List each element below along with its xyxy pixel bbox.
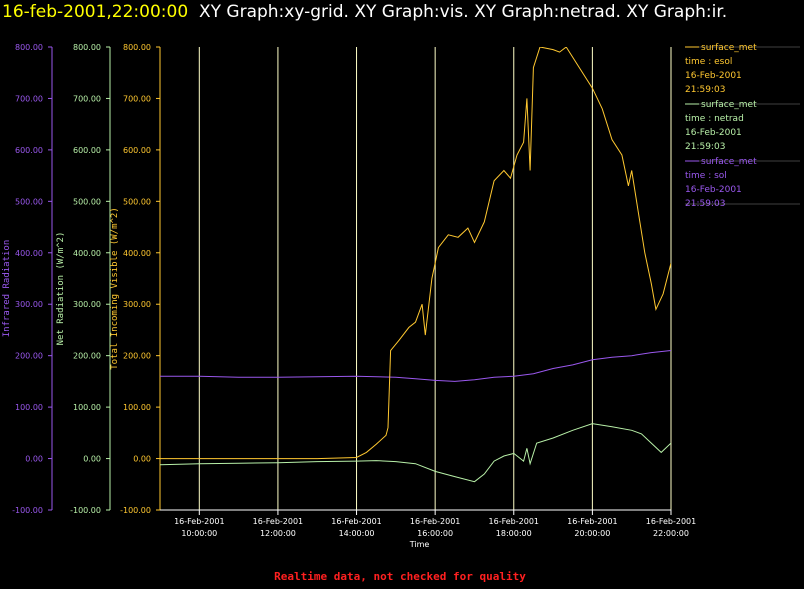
y-tick-label-ir: 500.00: [15, 197, 43, 206]
y-tick-label-vis: 800.00: [123, 43, 151, 52]
chart-title: 16-feb-2001,22:00:00 XY Graph:xy-grid. X…: [2, 2, 727, 22]
x-tick-date-label: 16-Feb-2001: [489, 517, 539, 526]
x-tick-date-label: 16-Feb-2001: [331, 517, 381, 526]
series-line-vis: [160, 47, 671, 460]
y-axis-title-netrad: Net Radiation (W/m^2): [56, 232, 66, 346]
legend-text-vis: time : esol: [685, 57, 732, 67]
legend-text-netrad: 16-Feb-2001: [685, 128, 742, 138]
y-tick-label-vis: 500.00: [123, 197, 151, 206]
quality-note: Realtime data, not checked for quality: [274, 570, 526, 583]
legend-text-netrad: surface_met: [701, 100, 757, 110]
x-axis: 16-Feb-2001 10:00:00 16-Feb-2001 12:00:00 16…: [160, 509, 696, 549]
title-graph-list: XY Graph:xy-grid. XY Graph:vis. XY Graph…: [198, 2, 728, 22]
legend-text-netrad: 21:59:03: [685, 142, 725, 152]
y-tick-label-netrad: 600.00: [73, 146, 101, 155]
y-tick-label-vis: 100.00: [123, 403, 151, 412]
y-tick-label-netrad: 700.00: [73, 94, 101, 103]
x-tick-time-label: 12:00:00: [260, 529, 296, 538]
legend-text-vis: 16-Feb-2001: [685, 71, 742, 81]
y-axis-title-ir: Infrared Radiation: [2, 240, 12, 338]
y-tick-label-vis: 600.00: [123, 146, 151, 155]
x-tick-date-label: 16-Feb-2001: [567, 517, 617, 526]
series-line-ir: [160, 350, 671, 382]
y-tick-label-ir: 800.00: [15, 43, 43, 52]
y-tick-label-ir: 400.00: [15, 249, 43, 258]
x-tick-time-label: 18:00:00: [496, 529, 532, 538]
y-tick-label-ir: 700.00: [15, 94, 43, 103]
legend-text-netrad: time : netrad: [685, 114, 744, 124]
x-tick-date-label: 16-Feb-2001: [646, 517, 696, 526]
x-tick-time-label: 20:00:00: [574, 529, 610, 538]
x-tick-time-label: 10:00:00: [181, 529, 217, 538]
legend-text-ir: 16-Feb-2001: [685, 185, 742, 195]
y-tick-label-vis: 700.00: [123, 94, 151, 103]
y-tick-label-netrad: 300.00: [73, 300, 101, 309]
y-tick-label-vis: 200.00: [123, 352, 151, 361]
y-tick-label-netrad: 200.00: [73, 352, 101, 361]
grid-layer: [198, 47, 672, 510]
y-tick-label-ir: 100.00: [15, 403, 43, 412]
y-tick-label-netrad: 400.00: [73, 249, 101, 258]
y-axis-title-vis: Total Incoming Visible (W/m^2): [110, 207, 120, 370]
title-timestamp: 16-feb-2001,22:00:00: [2, 2, 189, 22]
legend-text-ir: time : sol: [685, 171, 727, 181]
series-line-netrad: [160, 423, 671, 483]
y-tick-label-netrad: 100.00: [73, 403, 101, 412]
x-tick-date-label: 16-Feb-2001: [410, 517, 460, 526]
legend-text-ir: surface_met: [701, 157, 757, 167]
y-tick-label-vis: 400.00: [123, 249, 151, 258]
y-tick-label-ir: -100.00: [12, 506, 43, 515]
y-tick-label-netrad: 800.00: [73, 43, 101, 52]
y-tick-label-vis: -100.00: [120, 506, 151, 515]
y-tick-label-netrad: -100.00: [70, 506, 101, 515]
y-tick-label-ir: 600.00: [15, 146, 43, 155]
x-tick-time-label: 22:00:00: [653, 529, 689, 538]
legend-text-vis: 21:59:03: [685, 85, 725, 95]
series-layer: [160, 47, 671, 483]
axes-layer: -100.00 0.00 100.00 200.00 300.00 400.00 500.0…: [2, 43, 161, 515]
legend-text-vis: surface_met: [701, 43, 757, 53]
y-tick-label-netrad: 0.00: [83, 455, 101, 464]
y-tick-label-ir: 200.00: [15, 352, 43, 361]
x-tick-time-label: 16:00:00: [417, 529, 453, 538]
x-axis-label: Time: [409, 540, 430, 549]
y-tick-label-ir: 300.00: [15, 300, 43, 309]
y-tick-label-vis: 300.00: [123, 300, 151, 309]
x-tick-date-label: 16-Feb-2001: [253, 517, 303, 526]
y-tick-label-netrad: 500.00: [73, 197, 101, 206]
x-tick-time-label: 14:00:00: [339, 529, 375, 538]
y-tick-label-ir: 0.00: [25, 455, 43, 464]
y-tick-label-vis: 0.00: [133, 455, 151, 464]
x-tick-date-label: 16-Feb-2001: [174, 517, 224, 526]
